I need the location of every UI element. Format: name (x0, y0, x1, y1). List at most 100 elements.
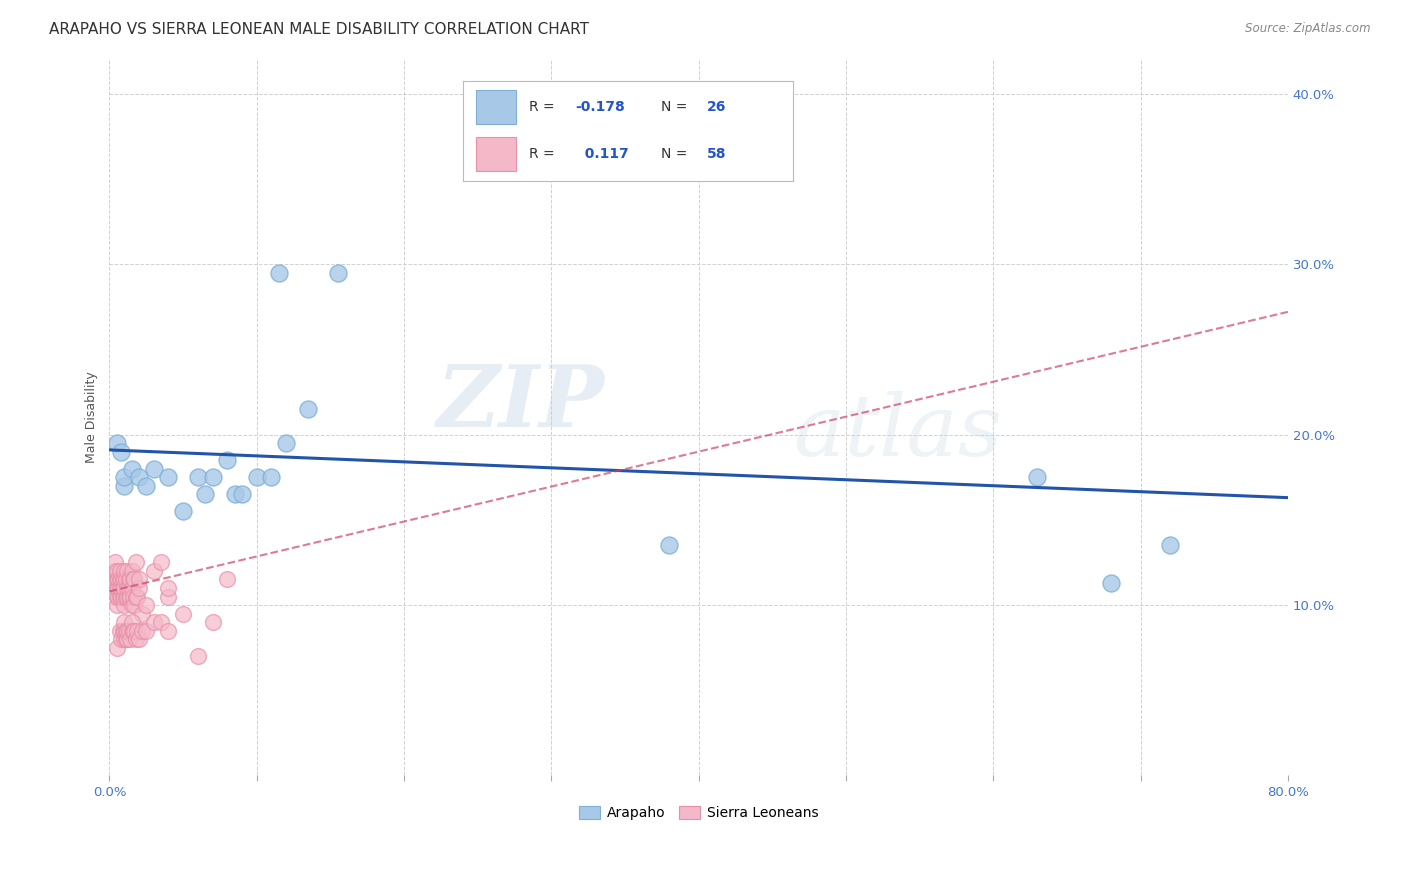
Point (201, 470, 224, 484)
Text: ZIP: ZIP (436, 361, 605, 445)
Point (124, 573, 146, 587)
Point (326, 266, 349, 280)
Point (107, 573, 129, 587)
Point (118, 632, 141, 647)
Point (217, 453, 239, 467)
Point (111, 624, 134, 638)
Point (108, 624, 131, 638)
Point (121, 615, 143, 629)
Y-axis label: Male Disability: Male Disability (86, 372, 98, 464)
Point (128, 581, 150, 595)
Point (142, 461, 165, 475)
Point (105, 573, 128, 587)
Point (114, 590, 136, 604)
Point (1159, 538, 1181, 552)
Point (172, 504, 194, 518)
Point (115, 632, 138, 647)
Point (297, 402, 319, 417)
Point (128, 470, 150, 484)
Point (111, 573, 134, 587)
Point (131, 624, 153, 638)
Point (110, 632, 132, 647)
Point (121, 581, 143, 595)
Point (125, 590, 148, 604)
Point (103, 573, 125, 587)
Point (276, 436, 298, 450)
Text: Source: ZipAtlas.com: Source: ZipAtlas.com (1246, 22, 1371, 36)
Point (187, 649, 209, 664)
Point (111, 581, 134, 595)
Point (108, 564, 131, 578)
Point (112, 624, 135, 638)
Point (201, 615, 224, 629)
Point (124, 624, 146, 638)
Point (122, 573, 145, 587)
Point (115, 564, 138, 578)
Point (104, 564, 127, 578)
Point (135, 479, 157, 493)
Point (122, 590, 145, 604)
Point (135, 598, 157, 612)
Point (135, 624, 157, 638)
Point (131, 607, 153, 621)
Point (117, 573, 139, 587)
Point (118, 573, 141, 587)
Point (128, 573, 150, 587)
Point (110, 444, 132, 458)
Point (117, 624, 139, 638)
Point (260, 470, 283, 484)
Point (107, 581, 129, 595)
Point (128, 632, 150, 647)
Point (110, 590, 132, 604)
Point (127, 590, 149, 604)
Point (108, 590, 131, 604)
Point (115, 624, 138, 638)
Point (112, 590, 135, 604)
Point (157, 590, 180, 604)
Text: atlas: atlas (793, 391, 1002, 473)
Point (105, 436, 128, 450)
Point (112, 598, 135, 612)
Point (114, 632, 136, 647)
Point (105, 590, 128, 604)
Text: ARAPAHO VS SIERRA LEONEAN MALE DISABILITY CORRELATION CHART: ARAPAHO VS SIERRA LEONEAN MALE DISABILIT… (49, 22, 589, 37)
Point (110, 581, 132, 595)
Point (112, 632, 135, 647)
Point (658, 538, 681, 552)
Point (117, 590, 139, 604)
Point (112, 581, 135, 595)
Point (105, 564, 128, 578)
Point (117, 581, 139, 595)
Point (121, 461, 143, 475)
Point (121, 624, 143, 638)
Point (157, 581, 180, 595)
Legend: Arapaho, Sierra Leoneans: Arapaho, Sierra Leoneans (574, 801, 824, 826)
Point (112, 479, 135, 493)
Point (104, 556, 127, 570)
Point (157, 624, 180, 638)
Point (114, 573, 136, 587)
Point (121, 564, 143, 578)
Point (125, 632, 148, 647)
Point (110, 573, 132, 587)
Point (112, 573, 135, 587)
Point (115, 590, 138, 604)
Point (111, 590, 134, 604)
Point (142, 564, 165, 578)
Point (149, 556, 172, 570)
Point (125, 556, 148, 570)
Point (118, 590, 141, 604)
Point (194, 487, 217, 501)
Point (108, 581, 131, 595)
Point (122, 624, 145, 638)
Point (112, 564, 135, 578)
Point (105, 640, 128, 655)
Point (115, 581, 138, 595)
Point (1099, 575, 1122, 590)
Point (157, 470, 180, 484)
Point (149, 615, 172, 629)
Point (107, 590, 129, 604)
Point (124, 598, 146, 612)
Point (105, 598, 128, 612)
Point (224, 487, 246, 501)
